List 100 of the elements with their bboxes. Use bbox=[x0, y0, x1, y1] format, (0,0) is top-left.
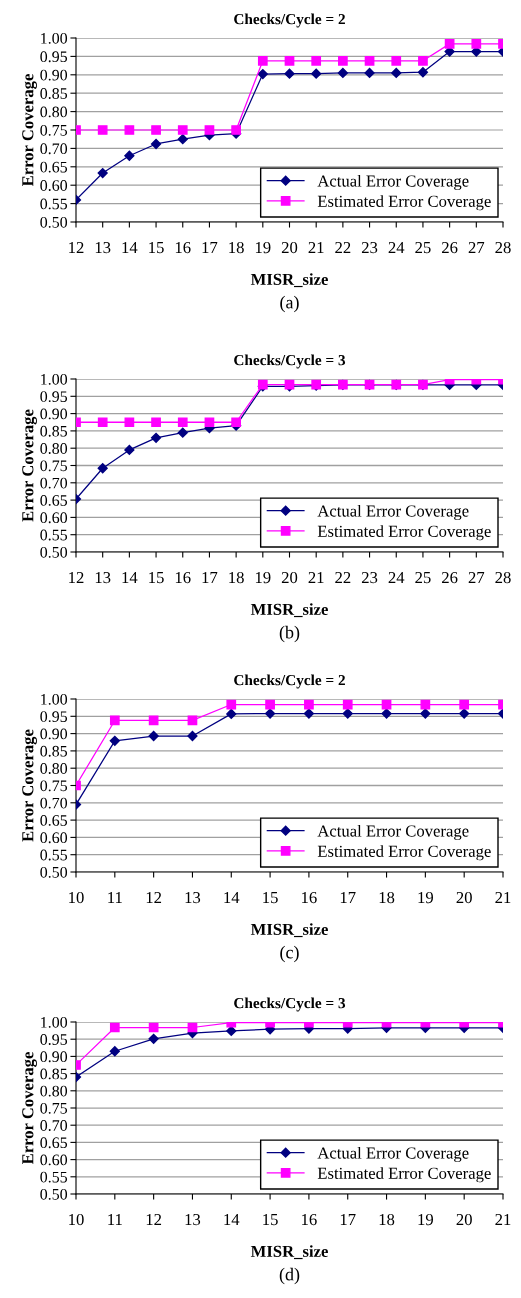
x-tick-label: 25 bbox=[415, 241, 431, 254]
y-axis-title: Error Coverage bbox=[22, 74, 37, 187]
y-tick-label: 0.95 bbox=[40, 391, 68, 403]
x-tick-label: 18 bbox=[229, 241, 244, 254]
x-axis-title: MISR_size bbox=[250, 603, 328, 618]
y-axis-title: Error Coverage bbox=[22, 729, 37, 842]
y-tick-label: 0.55 bbox=[40, 198, 68, 210]
y-tick-label: 0.65 bbox=[40, 1137, 68, 1149]
x-tick-label: 14 bbox=[122, 572, 138, 584]
y-tick-label: 0.90 bbox=[40, 69, 68, 81]
legend-label: Actual Error Coverage bbox=[317, 824, 469, 841]
x-tick-label: 17 bbox=[340, 892, 356, 904]
x-tick-label: 14 bbox=[224, 1214, 240, 1226]
x-tick-label: 18 bbox=[229, 571, 244, 584]
y-tick-label: 0.95 bbox=[40, 1034, 68, 1045]
x-tick-label: 26 bbox=[442, 241, 458, 254]
x-axis-title: MISR_size bbox=[250, 923, 328, 938]
y-tick-label: 0.95 bbox=[40, 711, 68, 723]
x-tick-label: 10 bbox=[69, 1213, 84, 1226]
y-tick-label: 0.65 bbox=[40, 495, 68, 506]
x-tick-label: 13 bbox=[95, 571, 111, 584]
legend-label: Actual Error Coverage bbox=[317, 504, 469, 521]
x-tick-label: 19 bbox=[255, 571, 271, 584]
x-tick-label: 25 bbox=[415, 571, 431, 584]
legend-label: Estimated Error Coverage bbox=[317, 845, 491, 861]
y-tick-label: 1.00 bbox=[41, 32, 68, 44]
x-tick-label: 27 bbox=[468, 571, 485, 584]
legend-label: Estimated Error Coverage bbox=[317, 525, 491, 541]
y-tick-label: 0.70 bbox=[40, 143, 68, 155]
chart-title: Checks/Cycle = 3 bbox=[234, 354, 346, 369]
x-tick-label: 12 bbox=[146, 891, 162, 904]
legend-label: Estimated Error Coverage bbox=[317, 1167, 491, 1183]
y-tick-label: 0.60 bbox=[40, 1154, 68, 1166]
y-tick-label: 0.55 bbox=[40, 849, 68, 861]
y-tick-label: 0.60 bbox=[40, 832, 68, 844]
x-tick-label: 18 bbox=[379, 891, 395, 904]
x-tick-label: 21 bbox=[308, 241, 324, 254]
x-tick-label: 15 bbox=[263, 1214, 278, 1226]
x-tick-label: 26 bbox=[442, 571, 458, 584]
y-axis-title: Error Coverage bbox=[22, 409, 37, 522]
y-tick-label: 0.80 bbox=[40, 1085, 68, 1097]
x-tick-label: 28 bbox=[495, 241, 511, 254]
x-tick-label: 13 bbox=[185, 891, 201, 904]
x-tick-label: 28 bbox=[495, 571, 511, 584]
y-tick-label: 0.75 bbox=[40, 460, 68, 472]
y-tick-label: 0.60 bbox=[40, 512, 68, 524]
y-tick-label: 0.90 bbox=[40, 408, 68, 420]
legend-label: Actual Error Coverage bbox=[317, 1146, 469, 1163]
x-tick-label: 18 bbox=[379, 1213, 395, 1226]
y-tick-label: 0.70 bbox=[40, 1120, 68, 1131]
x-tick-label: 15 bbox=[149, 242, 164, 254]
x-tick-label: 19 bbox=[255, 241, 271, 254]
y-tick-label: 0.50 bbox=[40, 546, 68, 558]
y-tick-label: 0.55 bbox=[40, 529, 68, 541]
legend-label: Estimated Error Coverage bbox=[317, 195, 491, 211]
y-tick-label: 0.65 bbox=[40, 161, 68, 173]
y-tick-label: 0.60 bbox=[40, 180, 68, 191]
chart-title: Checks/Cycle = 2 bbox=[234, 13, 345, 28]
y-axis-title: Error Coverage bbox=[22, 1052, 37, 1165]
x-tick-label: 16 bbox=[302, 1213, 317, 1226]
x-tick-label: 21 bbox=[495, 891, 511, 904]
y-tick-label: 0.70 bbox=[40, 797, 68, 809]
x-tick-label: 20 bbox=[281, 571, 298, 584]
x-tick-label: 16 bbox=[175, 571, 191, 584]
x-tick-label: 12 bbox=[69, 241, 84, 254]
x-tick-label: 15 bbox=[149, 572, 164, 584]
y-tick-label: 0.85 bbox=[40, 1068, 68, 1080]
x-tick-label: 20 bbox=[456, 1213, 472, 1226]
chart-title: Checks/Cycle = 3 bbox=[234, 997, 346, 1012]
x-tick-label: 16 bbox=[175, 241, 191, 254]
y-tick-label: 0.50 bbox=[40, 1188, 68, 1200]
y-tick-label: 0.80 bbox=[40, 443, 68, 454]
x-tick-label: 17 bbox=[202, 242, 218, 254]
y-tick-label: 1.00 bbox=[41, 373, 68, 385]
x-tick-label: 10 bbox=[69, 891, 84, 904]
x-tick-label: 23 bbox=[361, 571, 378, 584]
y-tick-label: 0.75 bbox=[40, 780, 68, 792]
x-tick-label: 12 bbox=[69, 571, 84, 584]
chart-title: Checks/Cycle = 2 bbox=[234, 674, 345, 689]
x-tick-label: 16 bbox=[302, 891, 317, 904]
y-tick-label: 0.75 bbox=[40, 124, 68, 136]
text: (a) bbox=[280, 295, 299, 313]
x-tick-label: 15 bbox=[263, 892, 278, 904]
y-tick-label: 0.50 bbox=[40, 866, 68, 878]
x-tick-label: 27 bbox=[468, 241, 485, 254]
x-tick-label: 22 bbox=[335, 571, 351, 584]
y-tick-label: 0.75 bbox=[40, 1102, 68, 1114]
legend-label: Actual Error Coverage bbox=[317, 174, 469, 191]
x-tick-label: 14 bbox=[122, 242, 138, 254]
y-tick-label: 1.00 bbox=[41, 1016, 68, 1028]
text: (d) bbox=[279, 1267, 300, 1285]
x-tick-label: 23 bbox=[361, 241, 378, 254]
x-tick-label: 13 bbox=[185, 1213, 201, 1226]
x-tick-label: 21 bbox=[308, 571, 324, 584]
y-tick-label: 0.85 bbox=[40, 425, 68, 437]
x-tick-label: 12 bbox=[146, 1213, 162, 1226]
x-tick-label: 17 bbox=[202, 572, 218, 584]
x-tick-label: 19 bbox=[418, 891, 434, 904]
x-tick-label: 19 bbox=[418, 1213, 434, 1226]
x-tick-label: 11 bbox=[108, 892, 122, 904]
